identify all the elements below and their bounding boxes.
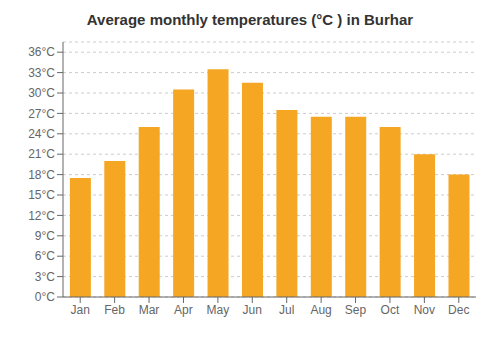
svg-text:Apr: Apr [174,303,193,317]
svg-text:Feb: Feb [104,303,125,317]
html-text:Average monthly temperatures (: Average monthly temperatures (°C ) in Bu… [86,11,414,28]
svg-text:15°C: 15°C [28,188,55,202]
svg-text:18°C: 18°C [28,168,55,182]
svg-text:30°C: 30°C [28,86,55,100]
svg-text:Jul: Jul [279,303,294,317]
svg-text:12°C: 12°C [28,209,55,223]
svg-text:Aug: Aug [310,303,331,317]
svg-text:Jan: Jan [71,303,90,317]
svg-text:27°C: 27°C [28,107,55,121]
svg-text:21°C: 21°C [28,147,55,161]
svg-text:0°C: 0°C [35,290,55,304]
svg-text:Dec: Dec [448,303,469,317]
svg-text:6°C: 6°C [35,249,55,263]
svg-text:Mar: Mar [139,303,160,317]
svg-text:Sep: Sep [345,303,367,317]
svg-text:May: May [207,303,230,317]
svg-text:33°C: 33°C [28,66,55,80]
svg-text:3°C: 3°C [35,270,55,284]
svg-text:Jun: Jun [243,303,262,317]
svg-text:36°C: 36°C [28,45,55,59]
svg-text:9°C: 9°C [35,229,55,243]
svg-text:Nov: Nov [414,303,435,317]
svg-text:24°C: 24°C [28,127,55,141]
svg-text:Oct: Oct [381,303,400,317]
